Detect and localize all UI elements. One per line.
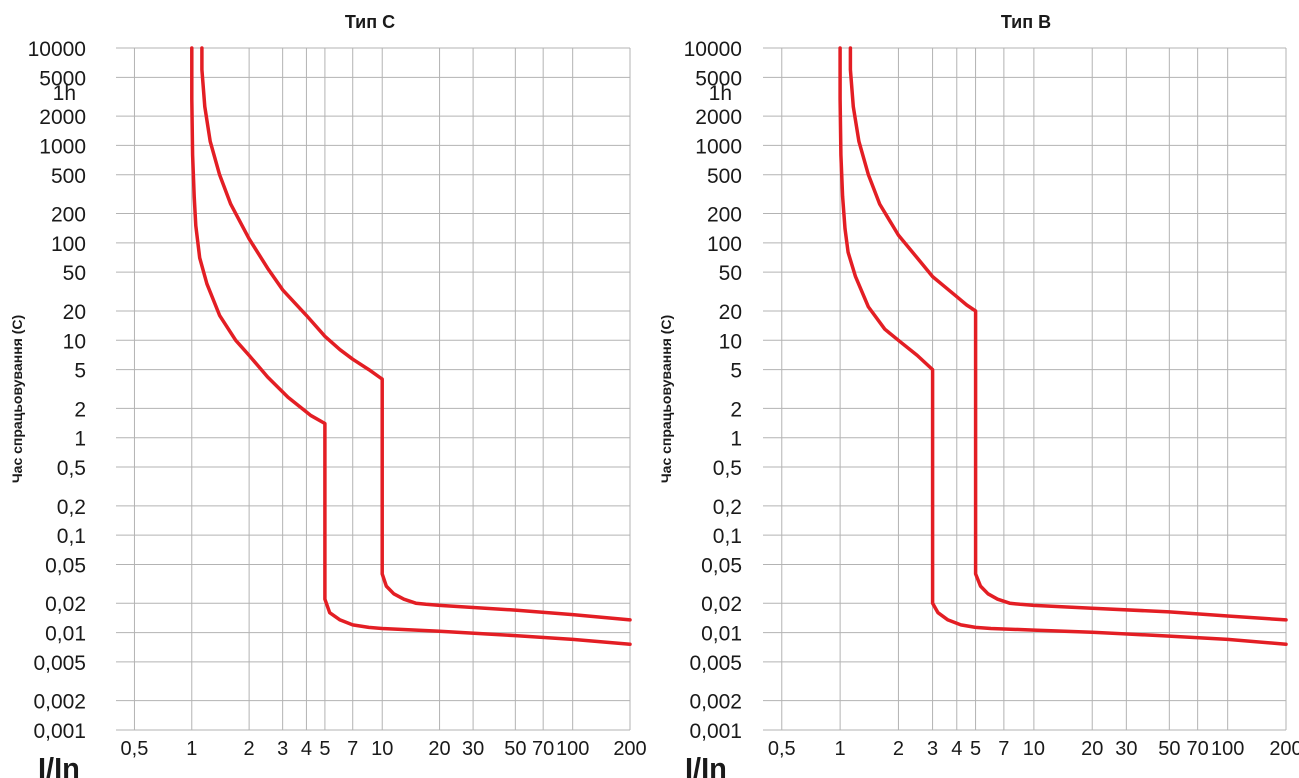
y-tick-label: 0,1 <box>57 525 86 548</box>
y-tick-label: 0,2 <box>57 496 86 519</box>
y-tick-label: 50 <box>63 262 86 285</box>
x-tick-label: 2 <box>244 738 255 760</box>
one-hour-annotation: 1h <box>53 82 76 105</box>
grid <box>763 47 1287 731</box>
x-tick-label: 200 <box>1269 738 1299 760</box>
chart-title: Тип В <box>1001 12 1051 32</box>
x-tick-label: 50 <box>1158 738 1180 760</box>
y-axis-title: Час спрацьовування (С) <box>9 315 25 483</box>
y-tick-label: 0,001 <box>689 720 742 743</box>
x-tick-label: 7 <box>998 738 1009 760</box>
x-tick-label: 100 <box>556 738 589 760</box>
chart-title: Тип С <box>345 12 395 32</box>
x-tick-label: 3 <box>277 738 288 760</box>
x-tick-label: 20 <box>1081 738 1103 760</box>
y-tick-label: 0,1 <box>713 525 742 548</box>
y-tick-label: 50 <box>719 262 742 285</box>
y-tick-label: 1000 <box>39 135 86 158</box>
y-tick-label: 0,005 <box>689 652 742 675</box>
y-tick-label: 5 <box>730 360 742 383</box>
y-tick-label: 5 <box>74 360 86 383</box>
y-tick-label: 0,5 <box>57 457 86 480</box>
x-axis-title: I/In <box>685 753 727 778</box>
y-tick-label: 10 <box>63 330 86 353</box>
y-tick-label: 10 <box>719 330 742 353</box>
y-tick-label: 0,01 <box>701 623 742 646</box>
series-line-lower <box>190 46 632 646</box>
grid <box>116 47 631 731</box>
y-tick-label: 20 <box>719 301 742 324</box>
x-tick-label: 30 <box>1115 738 1137 760</box>
y-tick-label: 200 <box>51 204 86 227</box>
x-tick-label: 70 <box>1187 738 1209 760</box>
x-tick-label: 5 <box>970 738 981 760</box>
y-tick-label: 0,5 <box>713 457 742 480</box>
y-tick-label: 10000 <box>684 38 742 61</box>
y-tick-label: 0,001 <box>33 720 86 743</box>
y-tick-label: 10000 <box>28 38 86 61</box>
series-line-upper <box>848 46 1288 622</box>
x-tick-label: 20 <box>428 738 450 760</box>
x-tick-label: 0,5 <box>768 738 796 760</box>
x-tick-label: 30 <box>462 738 484 760</box>
y-tick-label: 500 <box>707 165 742 188</box>
y-tick-label: 0,05 <box>45 554 86 577</box>
x-tick-label: 4 <box>951 738 962 760</box>
y-tick-label: 500 <box>51 165 86 188</box>
y-tick-label: 0,002 <box>33 691 86 714</box>
y-tick-label: 2000 <box>39 106 86 129</box>
one-hour-annotation: 1h <box>709 82 732 105</box>
y-tick-label: 2 <box>74 398 86 421</box>
y-tick-label: 5000 <box>695 67 742 90</box>
chart-panel-2: Тип В 10000 5000 2000 1000 500 200 100 50 20 10 5 2 1… <box>658 12 1299 778</box>
x-tick-label: 7 <box>347 738 358 760</box>
x-tick-label: 70 <box>532 738 554 760</box>
x-tick-label: 0,5 <box>121 738 149 760</box>
y-tick-label: 5000 <box>39 67 86 90</box>
x-tick-label: 1 <box>186 738 197 760</box>
y-tick-label: 0,02 <box>701 593 742 616</box>
x-tick-label: 2 <box>893 738 904 760</box>
x-tick-label: 200 <box>613 738 646 760</box>
y-tick-label: 1 <box>74 428 86 451</box>
series-line-lower <box>838 46 1288 646</box>
x-tick-label: 10 <box>1023 738 1045 760</box>
x-tick-label: 50 <box>504 738 526 760</box>
y-tick-label: 0,2 <box>713 496 742 519</box>
y-tick-label: 0,01 <box>45 623 86 646</box>
x-tick-label: 5 <box>319 738 330 760</box>
y-tick-label: 0,002 <box>689 691 742 714</box>
y-tick-label: 20 <box>63 301 86 324</box>
y-tick-label: 0,02 <box>45 593 86 616</box>
y-tick-label: 100 <box>51 233 86 256</box>
x-tick-label: 1 <box>835 738 846 760</box>
x-tick-label: 3 <box>927 738 938 760</box>
y-tick-label: 0,005 <box>33 652 86 675</box>
y-tick-label: 2000 <box>695 106 742 129</box>
y-tick-label: 1000 <box>695 135 742 158</box>
y-axis-title: Час спрацьовування (С) <box>658 315 674 483</box>
y-tick-label: 0,05 <box>701 554 742 577</box>
x-axis-title: I/In <box>38 753 80 778</box>
x-tick-label: 100 <box>1211 738 1244 760</box>
x-tick-label: 10 <box>371 738 393 760</box>
y-tick-label: 200 <box>707 204 742 227</box>
y-tick-label: 2 <box>730 398 742 421</box>
chart-panel-1: Тип С 10000 5000 2000 1000 500 200 100 50 20 10 5 2 1… <box>9 12 647 778</box>
y-tick-label: 100 <box>707 233 742 256</box>
y-tick-label: 1 <box>730 428 742 451</box>
series-line-upper <box>200 46 632 622</box>
x-tick-label: 4 <box>301 738 312 760</box>
